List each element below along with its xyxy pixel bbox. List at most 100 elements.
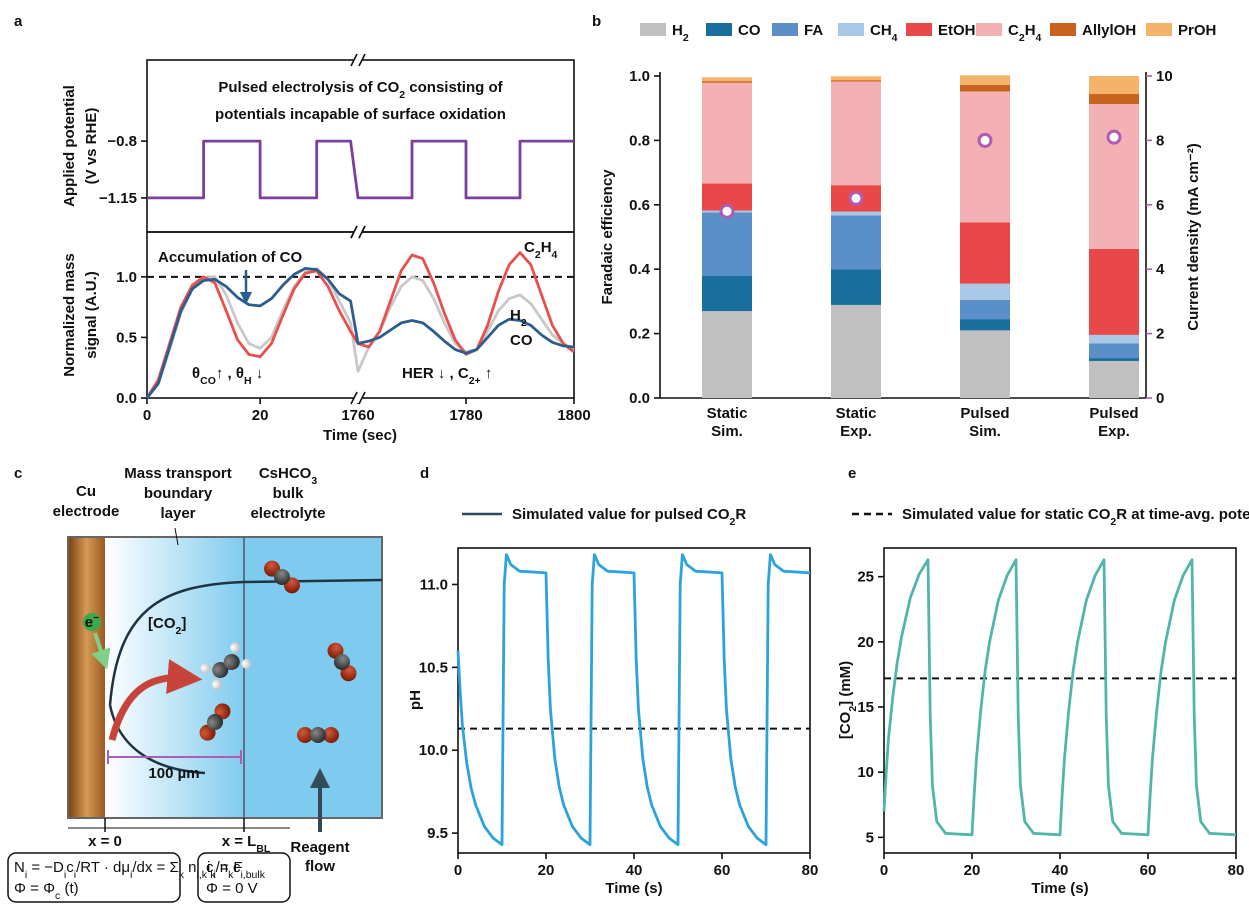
bar-segment [960,283,1010,300]
subscript: k [210,869,216,881]
text-run: [CO [148,615,176,632]
x-axis-label: Time (s) [605,880,662,897]
text-run: [CO [837,711,854,739]
x-tick-label: Sim. [711,423,743,440]
y-tick-label: 8 [1156,132,1164,149]
subscript: CO [200,375,216,387]
y-axis-label: Normalized mass [61,253,78,376]
y-tick-label: 10.5 [419,659,448,676]
bar-segment [702,77,752,82]
text-run: H [541,239,552,256]
legend-swatch [1146,23,1172,36]
axis-break [350,53,358,67]
y-tick-label: −0.8 [107,133,137,150]
legend-swatch [640,23,666,36]
axis-break [358,225,366,239]
annotation: Accumulation of CO [158,249,303,266]
rotated-label: Faradaic efficiency [599,169,616,305]
subscript: i,k [197,869,208,881]
y-axis-label: Faradaic efficiency [599,169,616,305]
y-tick-label: 10 [1156,68,1173,85]
y-tick-label: 15 [857,699,874,716]
y-tick-label: 0 [1156,390,1164,407]
subscript: 2 [535,249,541,261]
text-run: ] [181,615,186,632]
x-tick-label: 0 [880,862,888,879]
y-tick-label: 0.2 [629,326,650,343]
text-run: c [206,859,214,876]
bar-segment [831,76,881,81]
subscript: H [244,375,252,387]
panel-letter: c [14,465,22,482]
text-run: ↓ [252,365,264,382]
panel-letter: e [848,465,856,482]
y-tick-label: 1.0 [116,269,137,286]
x-tick-label: 0 [143,407,151,424]
current-density-point [848,190,864,206]
reaction-arrow [108,659,203,741]
x-tick-label: 40 [626,862,643,879]
subscript: 2+ [469,375,481,387]
bar-segment [1089,248,1139,335]
y-axis-label: [CO2] (mM) [837,661,859,739]
bar-segment [702,81,752,83]
x-tick-label: 60 [714,862,731,879]
x-tick-label: 20 [538,862,555,879]
text-run: /dx = Σ [132,859,178,876]
y-axis-label: (V vs RHE) [83,108,100,185]
boundary-condition: ci = ci,bulk [206,859,266,881]
profile-label: [CO2] [148,615,186,637]
diagram-shapes [7,536,383,903]
subscript: 2 [399,89,405,101]
x-tick-label: 20 [964,862,981,879]
bar-segment [1089,76,1139,95]
text-run: /n [216,859,229,876]
bar-segment [1089,94,1139,105]
legend-label: PrOH [1178,22,1216,39]
text-run: /RT · dμ [76,859,130,876]
text-run: HER ↓ , C [402,365,469,382]
text-run: = c [216,859,241,876]
x-tick-label: Exp. [1098,423,1130,440]
text-run: e [85,614,93,631]
data-line [145,251,575,399]
x-tick-label: 0 [454,862,462,879]
x-tick-label: 1760 [341,407,374,424]
annotation: HER ↓ , C2+ ↑ [402,365,492,387]
y-tick-label: 0.0 [116,390,137,407]
co2-profile [108,578,383,706]
bar-segment [702,311,752,398]
y-tick-label: 5 [866,829,874,846]
y-tick-label: 1.0 [629,68,650,85]
flow-label: Reagent [290,839,349,856]
text-run: ] (mM) [837,661,854,706]
bar-segment [702,212,752,276]
region-label: Cu [76,483,96,500]
bar-segment [831,269,881,305]
panel-letter: d [420,465,429,482]
rotated-label: Normalized mass signal (A.U.) [61,253,100,376]
rotated-label: Applied potential (V vs RHE) [61,85,100,207]
subscript: k [179,869,185,881]
legend-label: Simulated value for static CO2R at time-… [902,506,1249,528]
text-run: consisting of [405,79,504,96]
x-tick-label: Pulsed [960,405,1009,422]
legend-swatch [1050,23,1076,36]
legend-swatch [706,23,732,36]
y-axis-label: Applied potential [61,85,78,207]
bar-segment [702,82,752,184]
text-run: Simulated value for static CO [902,506,1111,523]
axis-break [358,53,366,67]
subscript: i,bulk [240,869,265,881]
boundary-condition: Φ = Φc (t) [14,880,79,902]
electron-label: e− [85,612,99,631]
axis-break-gap [354,55,362,65]
boundary-condition-box [7,852,181,903]
bar-segment [960,299,1010,320]
series-label: C2H4 [524,239,558,261]
bar-segment [1089,104,1139,249]
text-run: Pulsed electrolysis of CO [218,79,399,96]
text-run: R at time-avg. potential [1116,506,1249,523]
y-tick-label: 25 [857,569,874,586]
axis-break-gap [354,393,362,403]
